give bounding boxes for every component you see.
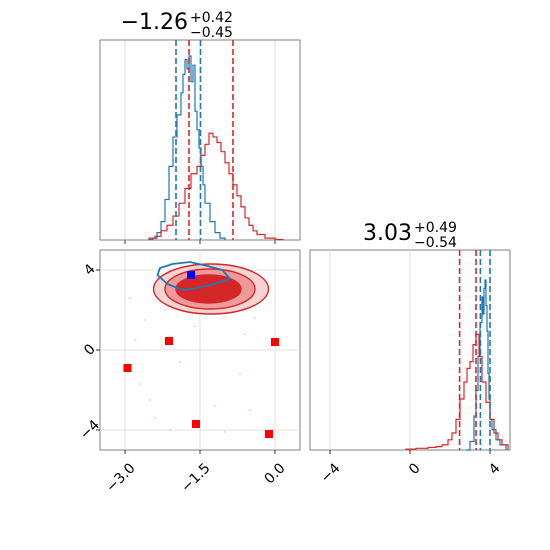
joint-y-tick-label: 4 [81, 261, 99, 279]
joint-sample-point [249, 409, 251, 411]
param1-title-lower: −0.45 [190, 25, 233, 41]
joint-sample-point [194, 325, 196, 327]
joint-sample-point [224, 431, 226, 433]
marginal-param2-x-tick-label: 0 [406, 460, 424, 478]
marginal-panel-param2: −4 0 4 3.03 +0.49 −0.54 [309, 220, 511, 486]
joint-blue-contour [156, 261, 232, 291]
marginal-param2-histogram-0 [466, 279, 507, 451]
marginal-param2-grid [329, 250, 491, 450]
joint-panel: −3.0 −1.5 0.0 −4 0 4 [77, 249, 301, 496]
joint-sample-point [139, 383, 141, 385]
param1-title-value: −1.26 [121, 10, 188, 35]
marginal-param2-marks [405, 250, 509, 451]
marginal-panel-param1: −1.26 +0.42 −0.45 [99, 10, 301, 241]
marginal-param1-histogram-0 [148, 55, 226, 241]
marginal-param2-x-tick-label: 4 [486, 460, 504, 478]
joint-x-tick-label: −1.5 [178, 460, 213, 495]
marginal-param1-histogram-1 [148, 132, 284, 241]
joint-sample-point [134, 339, 136, 341]
joint-x-ticks: −3.0 −1.5 0.0 [103, 450, 289, 496]
marginal-param2-x-tick-label: −4 [318, 460, 344, 486]
joint-sample-point [169, 429, 171, 431]
joint-marks [123, 261, 279, 438]
param2-title-upper: +0.49 [414, 220, 457, 236]
param2-title-value: 3.03 [363, 221, 412, 246]
joint-sample-point [149, 399, 151, 401]
joint-sample-point [239, 373, 241, 375]
joint-marker-point [165, 337, 173, 345]
joint-marker-point [192, 420, 200, 428]
joint-marker-point [271, 338, 279, 346]
joint-sample-point [164, 309, 166, 311]
joint-marker-point [187, 271, 195, 279]
joint-sample-point [144, 319, 146, 321]
param2-title-lower: −0.54 [414, 235, 457, 251]
joint-sample-point [129, 297, 131, 299]
marginal-param2-x-ticks: −4 0 4 [318, 450, 504, 486]
joint-sample-point [214, 405, 216, 407]
joint-sample-point [179, 361, 181, 363]
joint-x-tick-label: 0.0 [262, 460, 289, 487]
marginal-param2-histogram-1 [405, 333, 509, 450]
joint-marker-point [123, 364, 132, 372]
joint-y-tick-label: −4 [77, 417, 103, 443]
joint-red-contour-2 [175, 274, 242, 304]
marginal-param1-marks [148, 40, 284, 241]
joint-marker-point [265, 430, 273, 438]
joint-sample-point [244, 333, 246, 335]
joint-y-ticks: −4 0 4 [77, 261, 103, 443]
joint-sample-point [254, 317, 256, 319]
joint-y-tick-label: 0 [81, 341, 99, 359]
joint-x-tick-label: −3.0 [103, 460, 138, 495]
marginal-param1-title: −1.26 [121, 10, 188, 35]
param1-title-upper: +0.42 [190, 10, 233, 26]
joint-sample-point [154, 417, 156, 419]
